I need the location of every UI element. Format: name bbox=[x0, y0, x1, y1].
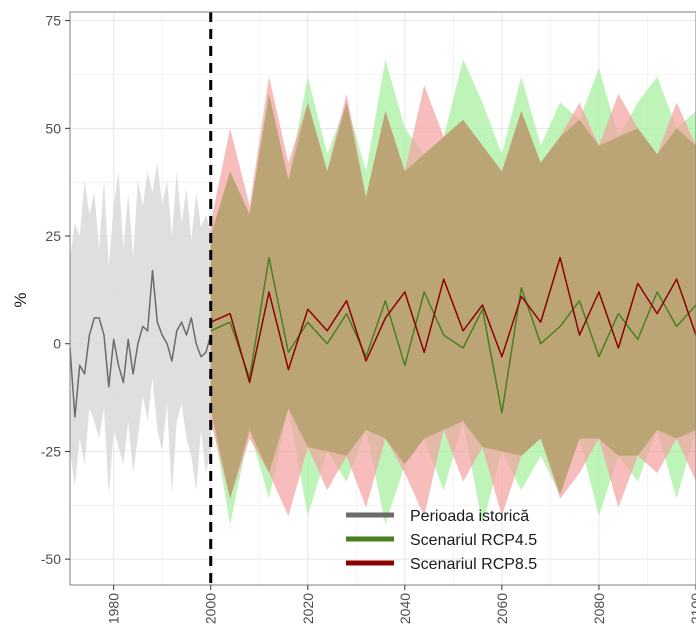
y-axis-title: % bbox=[11, 292, 30, 307]
x-tick-label: 2040 bbox=[397, 593, 413, 624]
y-tick-label: 25 bbox=[45, 228, 61, 244]
legend: Perioada istorică Scenariul RCP4.5 Scena… bbox=[346, 508, 537, 573]
series-line-2 bbox=[210, 256, 696, 384]
band-overlap bbox=[210, 93, 696, 499]
band-historic bbox=[70, 162, 211, 495]
uncertainty-bands bbox=[70, 59, 696, 525]
y-axis-ticks: 75 50 25 0 -25 -50 bbox=[41, 13, 70, 567]
x-tick-label: 2060 bbox=[494, 593, 510, 624]
plot-border bbox=[69, 11, 696, 586]
x-tick-label: 1980 bbox=[106, 593, 122, 624]
series-lines bbox=[69, 256, 696, 418]
series-line-0 bbox=[69, 269, 212, 418]
legend-label-rcp85: Scenariul RCP8.5 bbox=[410, 556, 537, 573]
y-tick-label: 75 bbox=[45, 13, 61, 29]
x-tick-label: 2020 bbox=[300, 593, 316, 624]
series-line-1 bbox=[210, 256, 696, 414]
x-tick-label: 2080 bbox=[591, 593, 607, 624]
legend-label-rcp45: Scenariul RCP4.5 bbox=[410, 532, 537, 549]
y-tick-label: 50 bbox=[45, 120, 61, 136]
y-tick-label: 0 bbox=[53, 336, 61, 352]
x-tick-label: 2000 bbox=[203, 593, 219, 624]
x-tick-label: 2100 bbox=[688, 593, 696, 624]
legend-label-historic: Perioada istorică bbox=[410, 508, 529, 525]
x-axis-ticks: 1980 2000 2020 2040 2060 2080 2100 bbox=[106, 585, 696, 624]
y-tick-label: -25 bbox=[41, 443, 61, 459]
y-tick-label: -50 bbox=[41, 551, 61, 567]
